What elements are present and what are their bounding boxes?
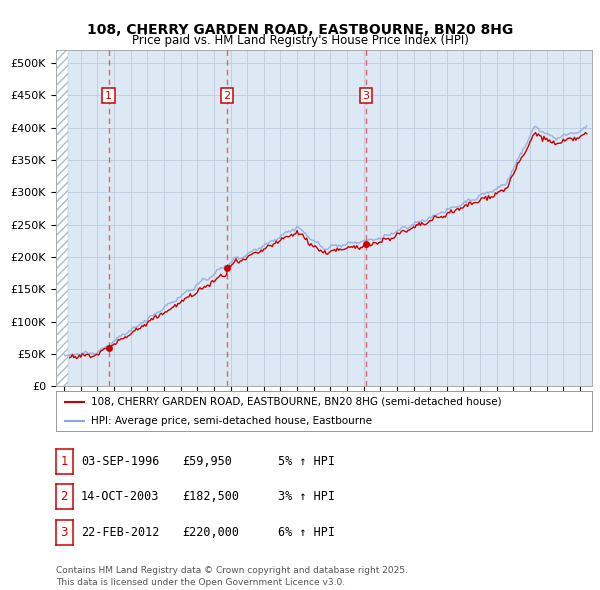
Text: HPI: Average price, semi-detached house, Eastbourne: HPI: Average price, semi-detached house,… — [91, 416, 371, 425]
Text: 03-SEP-1996: 03-SEP-1996 — [81, 455, 160, 468]
Text: Price paid vs. HM Land Registry's House Price Index (HPI): Price paid vs. HM Land Registry's House … — [131, 34, 469, 47]
Text: 2: 2 — [61, 490, 68, 503]
Text: £182,500: £182,500 — [182, 490, 239, 503]
Text: 2: 2 — [223, 90, 230, 100]
Text: Contains HM Land Registry data © Crown copyright and database right 2025.
This d: Contains HM Land Registry data © Crown c… — [56, 566, 407, 587]
Text: 14-OCT-2003: 14-OCT-2003 — [81, 490, 160, 503]
Text: 3: 3 — [61, 526, 68, 539]
Text: 1: 1 — [105, 90, 112, 100]
Text: 1: 1 — [61, 455, 68, 468]
Text: 22-FEB-2012: 22-FEB-2012 — [81, 526, 160, 539]
Text: £59,950: £59,950 — [182, 455, 232, 468]
Text: £220,000: £220,000 — [182, 526, 239, 539]
Text: 6% ↑ HPI: 6% ↑ HPI — [278, 526, 335, 539]
Text: 5% ↑ HPI: 5% ↑ HPI — [278, 455, 335, 468]
Text: 108, CHERRY GARDEN ROAD, EASTBOURNE, BN20 8HG: 108, CHERRY GARDEN ROAD, EASTBOURNE, BN2… — [87, 22, 513, 37]
Bar — [56, 50, 68, 386]
Text: 108, CHERRY GARDEN ROAD, EASTBOURNE, BN20 8HG (semi-detached house): 108, CHERRY GARDEN ROAD, EASTBOURNE, BN2… — [91, 397, 501, 407]
Text: 3: 3 — [362, 90, 369, 100]
Text: 3% ↑ HPI: 3% ↑ HPI — [278, 490, 335, 503]
